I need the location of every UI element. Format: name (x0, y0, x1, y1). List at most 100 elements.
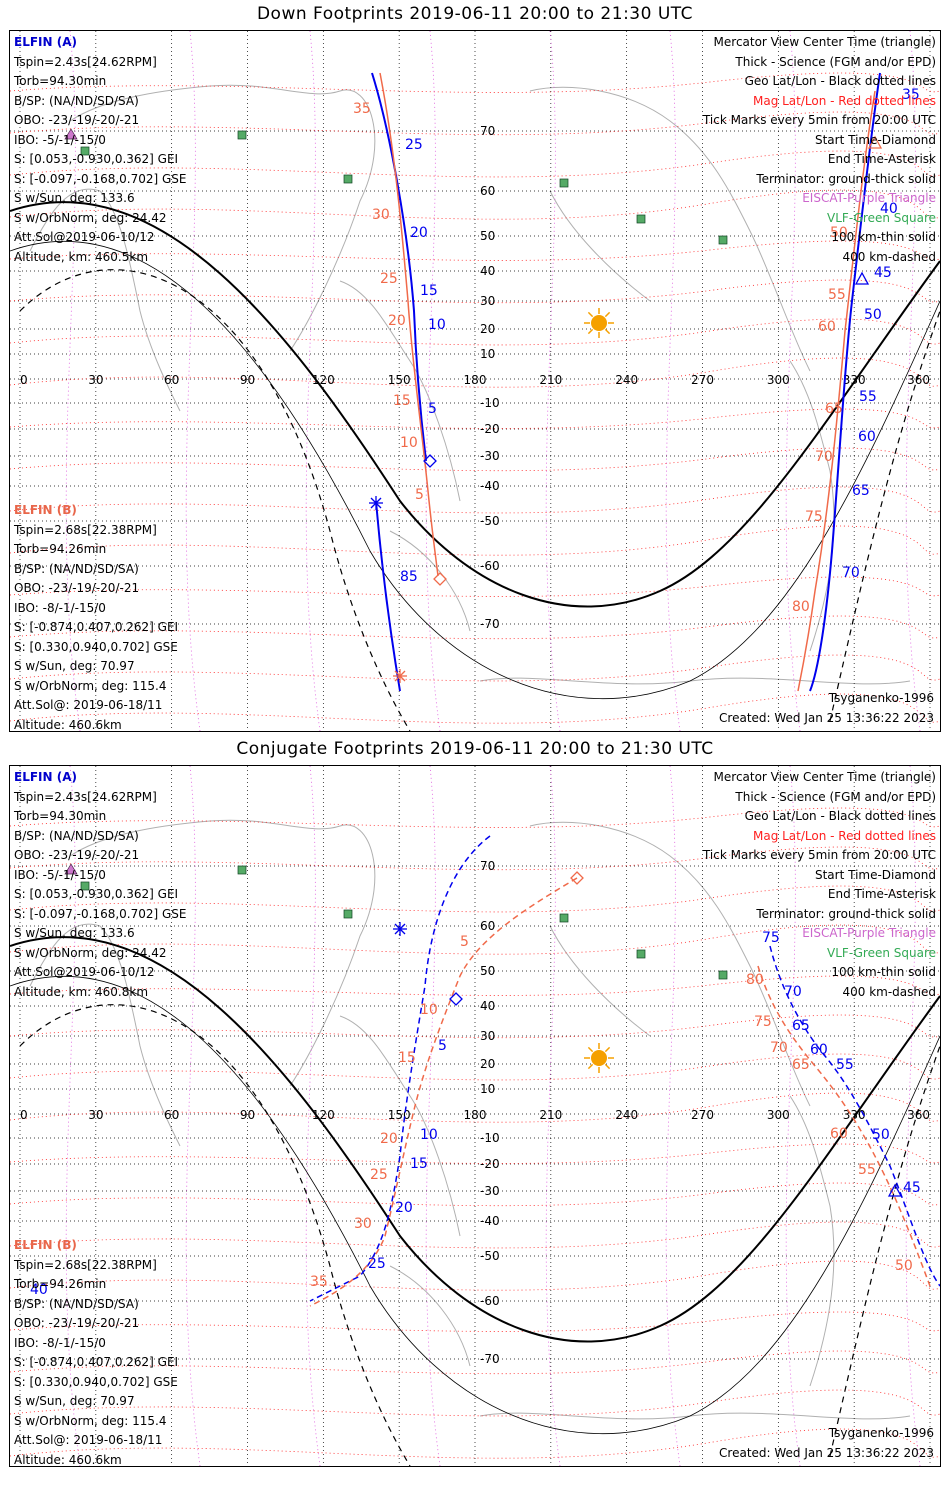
elfin-b-tick-label: 60 (818, 319, 836, 335)
model-label: Tsyganenko-1996 (828, 691, 934, 705)
elfin-a-tick-label: 20 (410, 225, 428, 241)
elfin-b-track (309, 877, 578, 1307)
elfin-a-line: S: [-0.097,-0.168,0.702] GSE (14, 171, 187, 186)
panel-title-down: Down Footprints 2019-06-11 20:00 to 21:3… (256, 4, 694, 24)
elfin-b-tick-label: 80 (792, 599, 810, 615)
elfin-b-line: S: [0.330,0.940,0.702] GSE (14, 1374, 178, 1389)
elfin-b-tick-label: 5 (460, 934, 469, 950)
elfin-b-tick-label: 5 (415, 487, 424, 503)
elfin-a-tick-label: 70 (842, 565, 860, 581)
legend-line: VLF-Green Square (827, 945, 936, 960)
legend-block: Mercator View Center Time (triangle) Thi… (703, 33, 936, 267)
coastline (389, 1265, 471, 1367)
elfin-b-line: Torb=94.26min (14, 1277, 107, 1291)
elfin-b-tick-label: 15 (393, 393, 411, 409)
legend-line: End Time-Asterisk (827, 887, 936, 901)
elfin-b-tick-label: 30 (354, 1216, 372, 1232)
lat-tick-label: -60 (480, 1294, 500, 1308)
diamond-icon (423, 454, 437, 468)
elfin-a-line: Att.Sol@2019-06-10/12 (14, 230, 155, 244)
mag-lat-gridline (10, 654, 940, 682)
elfin-b-tick-label: 55 (828, 287, 846, 303)
lon-tick-label: 360 (907, 1108, 930, 1122)
mag-lon-gridline (65, 766, 81, 1466)
elfin-a-line: B/SP: (NA/ND/SD/SA) (14, 93, 139, 108)
elfin-a-line: Att.Sol@2019-06-10/12 (14, 965, 155, 979)
mag-lat-gridline (10, 1143, 940, 1164)
mag-lat-gridline (10, 240, 940, 261)
lat-tick-label: 10 (480, 347, 495, 361)
legend-line: Geo Lat/Lon - Black dotted lines (744, 809, 936, 823)
elfin-a-track-east (809, 72, 881, 692)
elfin-a-track-east (769, 945, 940, 1287)
triangle-icon (887, 1183, 903, 1197)
lat-tick-label: 40 (480, 999, 495, 1013)
mag-lat-gridline (10, 1182, 940, 1207)
sun-icon (591, 1050, 607, 1066)
coastline (479, 1412, 911, 1420)
map-canvas-down[interactable]: 0 30 60 90 120 150 180 210 240 270 300 330 360706050… (10, 31, 940, 731)
mag-lon-gridline (905, 31, 921, 731)
elfin-b-tick-label: 75 (805, 509, 823, 525)
lat-tick-label: -10 (480, 1131, 500, 1145)
lon-tick-label: 210 (539, 373, 562, 387)
mag-lon-gridline (425, 31, 441, 731)
elfin-b-line: Torb=94.26min (14, 542, 107, 556)
legend-line: End Time-Asterisk (827, 152, 936, 166)
elfin-a-info: ELFIN (A) Tspin=2.43s[24.62RPM] Torb=94.… (14, 33, 187, 267)
elfin-b-tick-label: 35 (353, 101, 371, 117)
elfin-a-line: Torb=94.30min (14, 809, 107, 823)
lon-tick-label: 90 (240, 373, 255, 387)
elfin-a-tick-label: 85 (400, 569, 418, 585)
lat-tick-label: 70 (480, 124, 495, 138)
elfin-b-track-east (797, 90, 876, 692)
elfin-a-tick-label: 25 (405, 137, 423, 153)
elfin-a-track (371, 72, 427, 462)
legend-block: Mercator View Center Time (triangle) Thi… (703, 768, 936, 1002)
legend-line: Mag Lat/Lon - Red dotted lines (752, 828, 936, 843)
elfin-b-tick-label: 80 (746, 972, 764, 988)
map-panel-conjugate[interactable]: 0 30 60 90 120 150 180 210 240 270 300 330 360 70 60 50… (9, 765, 941, 1467)
elfin-a-line: S w/Sun, deg: 133.6 (14, 926, 135, 940)
elfin-b-line: S w/Sun, deg: 70.97 (14, 659, 135, 673)
lon-tick-label: 60 (164, 1108, 179, 1122)
elfin-b-tick-label: 25 (380, 271, 398, 287)
elfin-b-tick-label: 50 (830, 225, 848, 241)
map-panel-down[interactable]: 0 30 60 90 120 150 180 210 240 270 300 330 360 70 60 50… (9, 30, 941, 732)
elfin-b-line: Tspin=2.68s[22.38RPM] (14, 522, 157, 537)
elfin-a-line: S: [0.053,-0.930,0.362] GEI (14, 152, 179, 166)
coastline (339, 280, 461, 502)
elfin-b-tick-label: 70 (815, 449, 833, 465)
elfin-a-tick-label: 25 (368, 1256, 386, 1272)
lat-tick-label: -60 (480, 559, 500, 573)
mag-lat-gridline (10, 279, 940, 304)
terminator-curve (10, 201, 940, 608)
terminator-400km-curve (19, 1004, 411, 1466)
mag-lon-gridline (545, 31, 561, 731)
lon-tick-label: 180 (464, 373, 487, 387)
green-square-icon (343, 909, 353, 919)
mag-lon-gridline (785, 766, 801, 1466)
elfin-b-line: B/SP: (NA/ND/SD/SA) (14, 561, 139, 576)
legend-line: EISCAT-Purple Triangle (802, 926, 936, 940)
mag-lat-gridline (10, 72, 940, 93)
legend-line: Tick Marks every 5min from 20:00 UTC (702, 848, 936, 862)
coastline (789, 1095, 835, 1387)
mag-lat-gridline (10, 975, 940, 996)
mag-lat-gridline (10, 1350, 940, 1375)
elfin-a-tick-label: 15 (420, 283, 438, 299)
elfin-a-line: S: [0.053,-0.930,0.362] GEI (14, 887, 179, 901)
elfin-b-track (379, 72, 439, 577)
elfin-a-tick-label: 10 (428, 317, 446, 333)
lat-tick-label: -40 (480, 1214, 500, 1228)
legend-line: Mag Lat/Lon - Red dotted lines (752, 93, 936, 108)
elfin-b-line: S w/OrbNorm, deg: 115.4 (14, 678, 167, 693)
mag-lat-gridline (10, 807, 940, 828)
elfin-a-line: S w/Sun, deg: 133.6 (14, 191, 135, 205)
sun-ray (587, 328, 594, 335)
map-canvas-conjugate[interactable]: 0 30 60 90 120 150 180 210 240 270 300 330 360706050… (10, 766, 940, 1466)
lat-tick-label: 40 (480, 264, 495, 278)
mag-lon-gridline (665, 766, 681, 1466)
elfin-a-line: OBO: -23/-19/-20/-21 (14, 848, 140, 862)
purple-triangle-icon (64, 863, 78, 875)
